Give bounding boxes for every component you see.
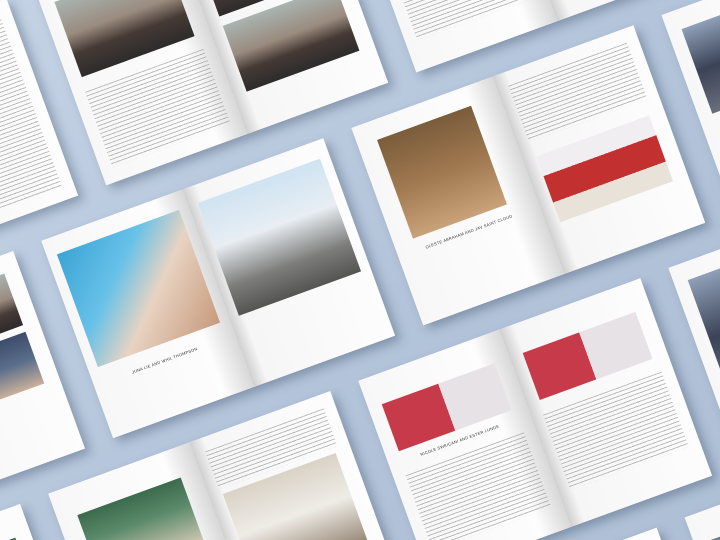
portrait-photo [377,105,507,239]
magazine-spread: Real estate [48,391,402,540]
text-column [0,15,62,230]
umbrella-photo [687,239,720,398]
magazine-spread: Juna lie and whil thompson [41,138,396,439]
magazine-cover-photo [56,209,221,368]
street-photo [708,503,720,540]
portrait-photo [681,0,720,114]
magazine-spread [34,0,389,186]
group-photo [0,331,45,425]
text-column [390,0,536,41]
magazine-spread: Oleste abraham and jav saint cloud [351,25,706,326]
bike-photo [197,158,362,316]
portrait-photo [77,477,205,540]
fashion-photo [381,363,512,452]
group-photo [222,0,360,92]
magazine-spread: Nicole sweicani and ester lunde [358,278,713,540]
